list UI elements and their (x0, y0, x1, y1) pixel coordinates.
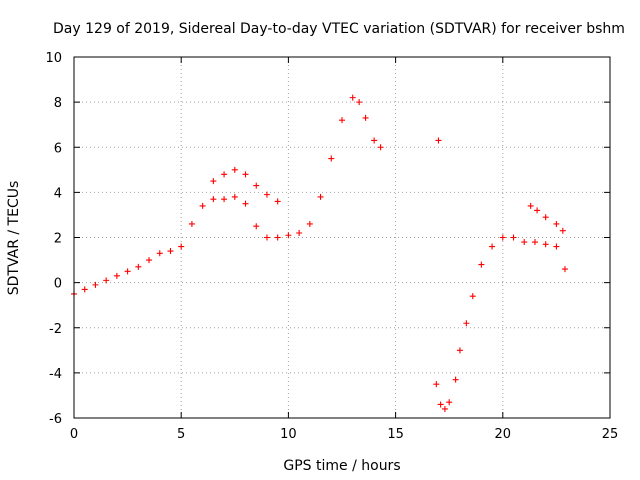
data-point (285, 232, 292, 239)
data-point (221, 196, 228, 203)
data-point (463, 320, 470, 327)
y-tick-label: -4 (49, 367, 62, 382)
data-point (274, 234, 281, 241)
series-track-a (71, 193, 281, 297)
data-point (306, 220, 313, 227)
data-point (124, 268, 131, 275)
data-point (339, 117, 345, 124)
data-point (452, 376, 459, 383)
y-tick-label: 10 (45, 51, 62, 66)
chart-title: Day 129 of 2019, Sidereal Day-to-day VTE… (53, 21, 625, 37)
data-point (510, 234, 517, 241)
data-point (534, 207, 541, 214)
series-track-e (433, 234, 568, 412)
data-point (469, 293, 476, 300)
data-point (156, 250, 163, 257)
data-point (542, 214, 549, 221)
data-point (253, 182, 260, 189)
data-point (542, 241, 549, 248)
data-point (242, 200, 249, 207)
data-point (263, 234, 270, 241)
x-tick-label: 15 (387, 427, 404, 442)
y-tick-label: 4 (54, 186, 62, 201)
data-point (274, 198, 281, 205)
data-point (446, 399, 453, 406)
x-axis-label: GPS time / hours (283, 458, 400, 474)
series-track-d (435, 137, 442, 144)
y-tick-label: 8 (54, 96, 62, 111)
y-tick-label: 6 (54, 141, 62, 156)
data-point (349, 94, 356, 101)
data-point (561, 266, 568, 273)
data-point (559, 227, 566, 234)
x-tick-label: 20 (495, 427, 512, 442)
data-point (317, 193, 324, 200)
data-point (210, 196, 217, 203)
data-point (478, 261, 485, 268)
data-point (362, 114, 369, 121)
x-tick-label: 5 (177, 427, 185, 442)
data-point (531, 239, 538, 246)
data-point (527, 202, 534, 209)
y-axis-label: SDTVAR / TECUs (6, 181, 22, 296)
data-point (231, 166, 238, 173)
data-point (499, 234, 506, 241)
data-point (135, 263, 142, 270)
axis-ticks: 0 5 10 15 20 25 -6 -4 -2 0 2 4 6 8 10 (45, 51, 618, 442)
data-point (433, 381, 440, 388)
data-point (553, 220, 560, 227)
data-point (377, 144, 384, 151)
data-points (71, 94, 568, 412)
data-point (296, 229, 303, 236)
y-tick-label: -2 (49, 322, 62, 337)
data-point (167, 248, 174, 255)
data-point (146, 257, 153, 264)
plot-frame (73, 56, 611, 419)
y-tick-label: 2 (54, 232, 62, 247)
data-point (521, 239, 528, 246)
x-tick-label: 10 (280, 427, 297, 442)
series-track-b (210, 166, 281, 205)
y-tick-label: 0 (54, 277, 62, 292)
data-point (81, 286, 88, 293)
data-point (231, 193, 238, 200)
data-point (441, 405, 448, 412)
data-point (103, 277, 110, 284)
data-point (178, 243, 185, 250)
data-point (437, 401, 444, 408)
data-point (113, 272, 120, 279)
data-point (199, 202, 206, 209)
data-point (553, 243, 560, 250)
data-point (210, 178, 217, 185)
data-point (371, 137, 378, 144)
data-point (356, 99, 363, 106)
data-point (253, 223, 260, 230)
y-tick-label: -6 (49, 412, 62, 427)
data-point (328, 155, 335, 162)
data-point (188, 220, 195, 227)
data-point (456, 347, 463, 354)
x-tick-label: 0 (70, 427, 78, 442)
series-track-f (527, 202, 566, 234)
data-point (242, 171, 249, 178)
grid-lines (74, 57, 610, 418)
x-tick-label: 25 (602, 427, 619, 442)
data-point (489, 243, 496, 250)
series-track-c (285, 94, 384, 239)
data-point (92, 281, 99, 288)
data-point (263, 191, 270, 198)
data-point (221, 171, 228, 178)
data-point (435, 137, 442, 144)
